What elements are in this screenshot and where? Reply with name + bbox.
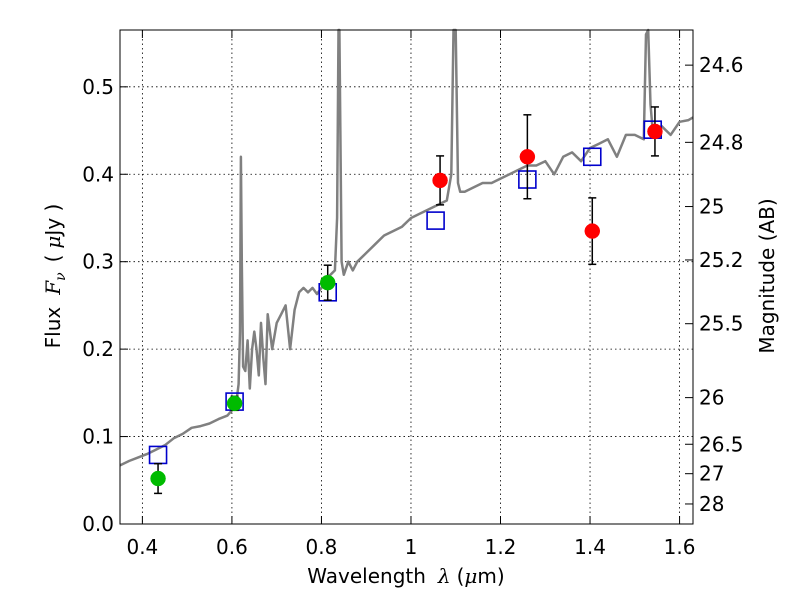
y-axis-label: FluxFν(μJy ) [41, 204, 69, 349]
spectrum-layer [119, 28, 694, 467]
x-tick-label: 0.6 [216, 535, 248, 559]
model-spectrum-line [119, 28, 694, 467]
tick-layer: 0.4 0.6 0.8 1 1.2 1.4 1.6 0.0 0.1 0.2 0.3 0.4 0.5 24.… [82, 30, 744, 559]
x-tick-label: 1.4 [574, 535, 606, 559]
x-tick-label: 1 [405, 535, 418, 559]
plot-frame [119, 29, 694, 525]
y2-axis-label: Magnitude (AB) [755, 198, 779, 353]
magnitude-tick-label: 25 [699, 195, 724, 219]
observed-optical-point [319, 274, 336, 291]
magnitude-tick-label: 28 [699, 492, 724, 516]
y-tick-label: 0.2 [82, 337, 114, 361]
magnitude-tick-label: 24.8 [699, 130, 744, 154]
x-tick-label: 1.6 [664, 535, 696, 559]
observed-optical-point [226, 395, 243, 412]
observed-nir-point [519, 149, 536, 165]
y-tick-label: 0.3 [82, 250, 114, 274]
x-axis-label: Wavelength λ (μm) [307, 564, 504, 588]
grid-lines [120, 30, 693, 524]
y-tick-label: 0.5 [82, 75, 114, 99]
magnitude-tick-label: 26.5 [699, 432, 744, 456]
magnitude-tick-label: 27 [699, 462, 724, 486]
y-tick-label: 0.1 [82, 425, 114, 449]
x-tick-label: 0.8 [306, 535, 338, 559]
x-tick-label: 1.2 [485, 535, 517, 559]
observed-optical-point [150, 470, 166, 487]
observed-nir-point [647, 123, 663, 140]
marker-layer [148, 106, 663, 495]
magnitude-tick-label: 26 [699, 386, 724, 410]
magnitude-tick-label: 25.2 [699, 248, 744, 272]
y-tick-label: 0.0 [82, 512, 114, 536]
magnitude-tick-label: 25.5 [699, 312, 744, 336]
y-tick-label: 0.4 [82, 162, 114, 186]
x-tick-label: 0.4 [126, 535, 158, 559]
magnitude-tick-label: 24.6 [699, 53, 744, 77]
observed-nir-point [584, 223, 601, 239]
observed-nir-point [432, 172, 448, 189]
model-photometry-square [582, 147, 602, 167]
model-photometry-square [426, 211, 445, 230]
